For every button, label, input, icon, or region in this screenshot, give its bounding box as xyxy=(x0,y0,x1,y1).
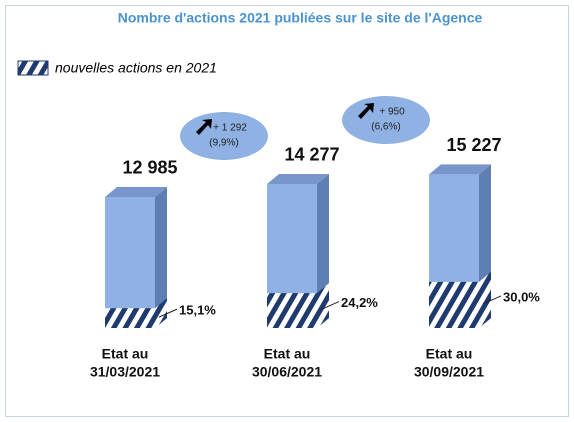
annotation-text: + 1 292 xyxy=(213,123,247,134)
leader-line xyxy=(320,301,340,311)
value-label: 15 227 xyxy=(446,135,501,155)
share-label: 24,2% xyxy=(341,295,378,310)
x-tick-label: Etat au xyxy=(102,346,149,362)
share-label: 30,0% xyxy=(503,289,540,304)
hatched-segment xyxy=(429,281,479,328)
x-tick-label: 30/09/2021 xyxy=(414,364,484,380)
bar-side xyxy=(155,186,167,328)
share-label: 15,1% xyxy=(179,303,216,318)
hatched-side xyxy=(317,283,329,328)
x-tick-label: Etat au xyxy=(426,346,473,362)
value-label: 14 277 xyxy=(284,145,339,165)
leader-line xyxy=(158,308,178,318)
hatched-side xyxy=(155,298,167,328)
annotation-text: + 950 xyxy=(379,107,405,118)
x-tick-label: Etat au xyxy=(264,346,311,362)
legend-swatch xyxy=(17,60,49,76)
bar-top xyxy=(105,186,167,197)
bar xyxy=(105,196,155,328)
chart-title: Nombre d'actions 2021 publiées sur le si… xyxy=(118,10,483,26)
value-label: 12 985 xyxy=(122,158,177,178)
annotation-text: (6,6%) xyxy=(371,122,400,133)
hatched-side xyxy=(479,271,491,328)
x-tick-label: 30/06/2021 xyxy=(252,364,322,380)
annotation-bubble xyxy=(180,112,268,160)
bar-top xyxy=(429,164,491,175)
legend-label: nouvelles actions en 2021 xyxy=(55,60,217,76)
leader-line xyxy=(482,295,502,305)
arrow-icon xyxy=(358,103,374,119)
annotation-bubble xyxy=(342,96,430,144)
annotation-text: (9,9%) xyxy=(209,138,238,149)
frame xyxy=(5,5,569,417)
bar-top xyxy=(267,173,329,184)
arrow-icon xyxy=(196,119,212,135)
hatched-segment xyxy=(267,293,317,328)
hatched-segment xyxy=(105,308,155,328)
x-tick-label: 31/03/2021 xyxy=(90,364,160,380)
